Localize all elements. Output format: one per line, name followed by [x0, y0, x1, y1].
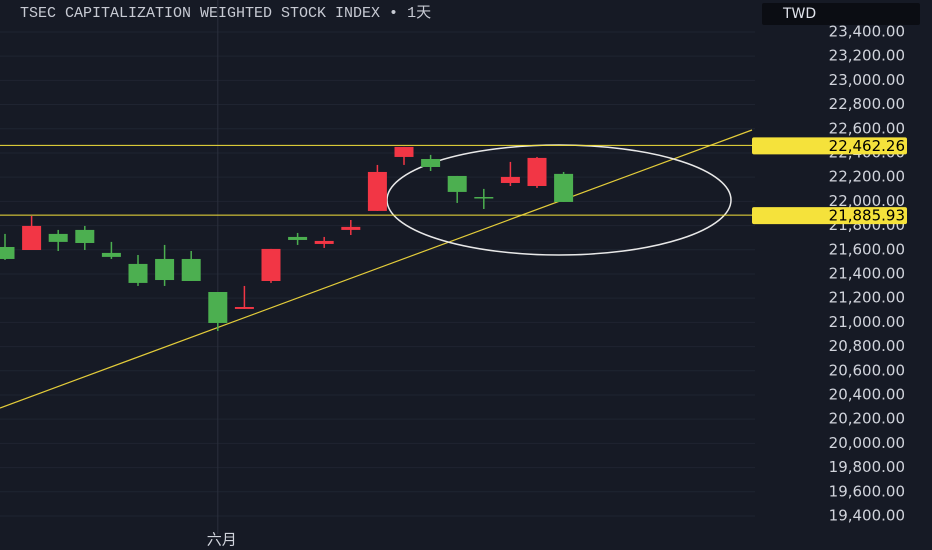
y-tick-label: 22,200.00: [829, 168, 905, 186]
chart-title: TSEC CAPITALIZATION WEIGHTED STOCK INDEX…: [20, 5, 431, 22]
candle-body: [314, 240, 334, 244]
y-tick-label: 23,200.00: [829, 47, 905, 65]
candle-body: [155, 258, 175, 281]
candle-body: [234, 307, 254, 309]
candle-body: [261, 248, 281, 281]
y-tick-label: 19,400.00: [829, 506, 905, 524]
y-tick-label: 21,200.00: [829, 289, 905, 307]
candle-body: [208, 292, 228, 323]
candle-body: [22, 225, 42, 251]
candle-body: [527, 157, 547, 186]
candle-body: [181, 258, 201, 281]
price-axis: 19,400.00 19,600.00 19,800.00 20,000.00 20,2…: [207, 22, 907, 549]
y-tick-label: 23,000.00: [829, 71, 905, 89]
grid: [0, 0, 755, 534]
candle-body: [554, 173, 574, 202]
y-tick-label: 22,800.00: [829, 95, 905, 113]
y-tick-label: 22,600.00: [829, 119, 905, 137]
y-tick-label: 20,200.00: [829, 410, 905, 428]
candle-body: [394, 146, 414, 157]
candle-body: [128, 263, 148, 283]
candle-body: [447, 175, 467, 192]
y-tick-label: 20,400.00: [829, 385, 905, 403]
candle-body: [421, 159, 441, 167]
candle-body: [75, 229, 95, 243]
y-tick-label: 20,000.00: [829, 434, 905, 452]
y-tick-label: 21,000.00: [829, 313, 905, 331]
candles: [0, 144, 755, 331]
price-label-box: [752, 137, 907, 155]
candle-body: [101, 252, 121, 257]
candle-body: [474, 197, 494, 199]
y-tick-label: 19,800.00: [829, 458, 905, 476]
candle-body: [288, 236, 308, 240]
trend-line: [0, 129, 753, 409]
y-tick-label: 19,600.00: [829, 482, 905, 500]
y-tick-label: 20,800.00: [829, 337, 905, 355]
price-label-box: [752, 207, 907, 225]
y-tick-label: 22,000.00: [829, 192, 905, 210]
x-tick-label: 六月: [207, 531, 237, 549]
currency-box: [762, 3, 920, 25]
candle-body: [48, 233, 68, 242]
y-tick-label: 21,400.00: [829, 264, 905, 282]
candle-body: [0, 246, 15, 259]
price-label: 22,462.26: [829, 137, 905, 155]
y-tick-label: 20,600.00: [829, 361, 905, 379]
y-tick-label: 21,600.00: [829, 240, 905, 258]
candle-body: [341, 226, 361, 230]
candle-body: [367, 171, 387, 211]
price-label: 21,885.93: [829, 207, 905, 225]
currency: TWD: [782, 6, 816, 22]
candle-body: [500, 176, 520, 183]
y-tick-label: 23,400.00: [829, 22, 905, 40]
